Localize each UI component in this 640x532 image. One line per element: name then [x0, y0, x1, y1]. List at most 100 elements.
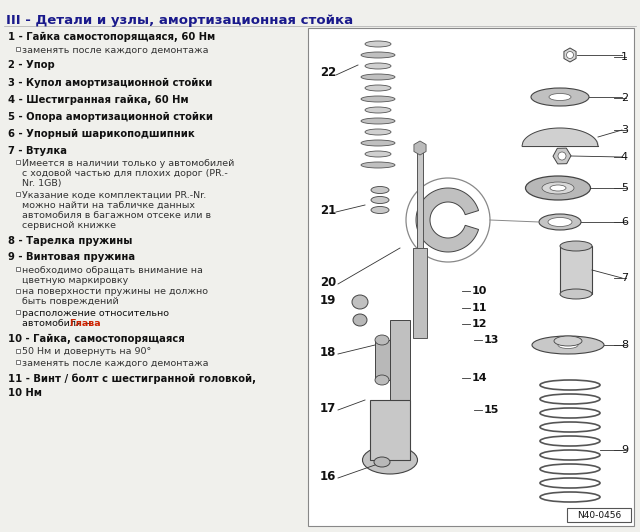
Ellipse shape	[374, 457, 390, 467]
Ellipse shape	[361, 140, 395, 146]
Ellipse shape	[560, 289, 592, 299]
Text: сервисной книжке: сервисной книжке	[22, 220, 116, 229]
Text: 4: 4	[621, 152, 628, 162]
Text: 18: 18	[320, 345, 337, 359]
Text: 16: 16	[320, 470, 337, 483]
Ellipse shape	[560, 241, 592, 251]
Text: 22: 22	[320, 65, 336, 79]
Ellipse shape	[542, 182, 574, 194]
Text: 11 - Винт / болт с шестигранной головкой,: 11 - Винт / болт с шестигранной головкой…	[8, 374, 256, 385]
Ellipse shape	[558, 342, 578, 348]
Bar	[16, 267, 20, 271]
Text: автомобиля –: автомобиля –	[22, 319, 90, 328]
Circle shape	[406, 178, 490, 262]
Bar	[16, 310, 20, 314]
Ellipse shape	[365, 63, 391, 69]
Bar	[370, 400, 410, 460]
Text: 5: 5	[621, 183, 628, 193]
Bar	[390, 320, 410, 400]
Text: 19: 19	[320, 294, 337, 306]
Text: 8 - Тарелка пружины: 8 - Тарелка пружины	[8, 236, 132, 245]
Ellipse shape	[361, 96, 395, 102]
Text: расположение относительно: расположение относительно	[22, 309, 169, 318]
Text: цветную маркировку: цветную маркировку	[22, 276, 128, 285]
Bar	[308, 28, 634, 526]
Text: 2: 2	[621, 93, 628, 103]
Ellipse shape	[548, 218, 572, 227]
Text: 2 - Упор: 2 - Упор	[8, 61, 55, 71]
Bar	[16, 360, 20, 364]
Text: Nr. 1GB): Nr. 1GB)	[22, 179, 61, 188]
Text: 10 - Гайка, самостопорящаяся: 10 - Гайка, самостопорящаяся	[8, 334, 185, 344]
Text: 14: 14	[472, 373, 488, 383]
Text: 3: 3	[621, 125, 628, 135]
Circle shape	[558, 152, 566, 160]
Text: 50 Нм и довернуть на 90°: 50 Нм и довернуть на 90°	[22, 347, 151, 356]
Ellipse shape	[371, 206, 389, 213]
Text: 10: 10	[472, 286, 488, 296]
Ellipse shape	[361, 52, 395, 58]
Polygon shape	[416, 188, 479, 252]
Bar	[16, 160, 20, 164]
Ellipse shape	[365, 129, 391, 135]
Text: Глава: Глава	[70, 319, 101, 328]
Ellipse shape	[539, 214, 581, 230]
Ellipse shape	[362, 446, 417, 474]
Ellipse shape	[554, 336, 582, 346]
Text: 1 - Гайка самостопорящаяся, 60 Нм: 1 - Гайка самостопорящаяся, 60 Нм	[8, 32, 215, 42]
Text: с ходовой частью для плохих дорог (PR.-: с ходовой частью для плохих дорог (PR.-	[22, 169, 228, 178]
Text: 9: 9	[621, 445, 628, 455]
Text: Указание коде комплектации PR.-Nr.: Указание коде комплектации PR.-Nr.	[22, 190, 206, 200]
Text: 15: 15	[484, 405, 499, 415]
Circle shape	[566, 52, 573, 59]
Text: 17: 17	[320, 402, 336, 414]
Text: 11: 11	[472, 303, 488, 313]
Text: необходимо обращать внимание на: необходимо обращать внимание на	[22, 266, 203, 275]
Text: на поверхности пружины не должно: на поверхности пружины не должно	[22, 287, 208, 296]
Ellipse shape	[531, 88, 589, 106]
Ellipse shape	[361, 118, 395, 124]
Text: 5 - Опора амортизационной стойки: 5 - Опора амортизационной стойки	[8, 112, 213, 122]
Bar	[375, 340, 390, 380]
Bar	[413, 248, 427, 338]
Text: 8: 8	[621, 340, 628, 350]
Ellipse shape	[365, 85, 391, 91]
Bar	[16, 288, 20, 293]
Ellipse shape	[371, 196, 389, 204]
Text: заменять после каждого демонтажа: заменять после каждого демонтажа	[22, 46, 209, 54]
Text: 6 - Упорный шарикоподшипник: 6 - Упорный шарикоподшипник	[8, 129, 195, 138]
Text: автомобиля в багажном отсеке или в: автомобиля в багажном отсеке или в	[22, 211, 211, 220]
Bar	[16, 46, 20, 51]
Bar	[16, 348, 20, 353]
Text: 6: 6	[621, 217, 628, 227]
Ellipse shape	[550, 185, 566, 191]
Bar	[16, 192, 20, 195]
Ellipse shape	[361, 74, 395, 80]
Bar	[417, 150, 423, 250]
Text: 1: 1	[621, 52, 628, 62]
Text: заменять после каждого демонтажа: заменять после каждого демонтажа	[22, 359, 209, 368]
Ellipse shape	[365, 151, 391, 157]
Text: 7: 7	[621, 273, 628, 283]
Ellipse shape	[371, 187, 389, 194]
Text: Имеется в наличии только у автомобилей: Имеется в наличии только у автомобилей	[22, 159, 234, 168]
Ellipse shape	[532, 336, 604, 354]
Text: 20: 20	[320, 276, 336, 288]
Ellipse shape	[365, 107, 391, 113]
Bar	[567, 508, 631, 522]
Text: 3 - Купол амортизационной стойки: 3 - Купол амортизационной стойки	[8, 78, 212, 88]
Text: 7 - Втулка: 7 - Втулка	[8, 145, 67, 155]
Text: 21: 21	[320, 204, 336, 217]
Text: быть повреждений: быть повреждений	[22, 297, 119, 306]
Ellipse shape	[365, 41, 391, 47]
Text: N40-0456: N40-0456	[577, 511, 621, 520]
Text: 4 - Шестигранная гайка, 60 Нм: 4 - Шестигранная гайка, 60 Нм	[8, 95, 189, 105]
Text: 13: 13	[484, 335, 499, 345]
Ellipse shape	[353, 314, 367, 326]
Text: 10 Нм: 10 Нм	[8, 387, 42, 397]
Ellipse shape	[361, 162, 395, 168]
Ellipse shape	[352, 295, 368, 309]
Text: III - Детали и узлы, амортизационная стойка: III - Детали и узлы, амортизационная сто…	[6, 14, 353, 27]
Ellipse shape	[525, 176, 591, 200]
Bar	[560, 246, 592, 294]
